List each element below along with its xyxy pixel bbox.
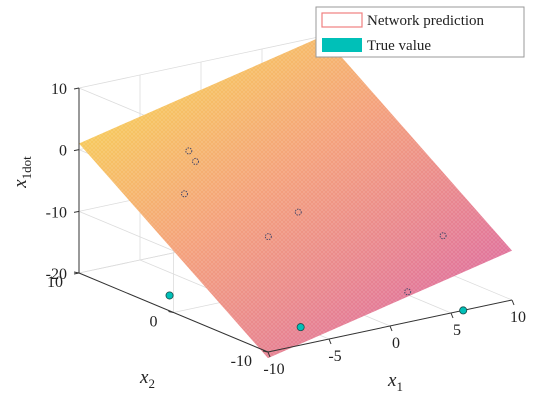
y-tick-mark	[262, 350, 269, 353]
legend-swatch-true-value	[322, 38, 362, 52]
legend-label-true-value: True value	[367, 38, 431, 54]
z-tick-label: 0	[59, 143, 67, 160]
point-layer	[165, 147, 468, 332]
surface-marker	[181, 190, 188, 198]
x-tick-mark	[450, 312, 454, 319]
y-axis-label: x2	[139, 367, 155, 391]
surface-marker	[264, 233, 272, 241]
y-tick-mark	[168, 311, 174, 313]
y-tick-label: -10	[231, 353, 252, 370]
x-tick-label: -10	[263, 361, 284, 378]
surface-marker	[294, 208, 302, 216]
true-value-point	[296, 323, 305, 332]
z-tick-label: -20	[46, 266, 67, 283]
prediction-surface-mesh	[79, 36, 512, 359]
y-tick-label: 10	[47, 274, 63, 291]
x-tick-mark	[328, 338, 332, 345]
z-axis-label: x1dot	[10, 156, 34, 189]
y-tick-label: 0	[150, 314, 158, 331]
x-tick-label: 0	[392, 335, 400, 352]
true-value-point	[165, 291, 174, 300]
surface-marker	[439, 232, 447, 240]
x-tick-label: -5	[328, 348, 341, 365]
surface-marker	[192, 157, 199, 165]
legend-label-network-prediction: Network prediction	[367, 13, 485, 29]
x-tick-label: 10	[510, 309, 526, 326]
x-tick-mark	[267, 351, 271, 358]
surface-marker	[185, 147, 193, 155]
z-tick-mark	[73, 210, 80, 213]
z-tick-label: 10	[51, 81, 67, 98]
x-axis-label: x1	[387, 370, 403, 394]
legend: Network prediction True value	[315, 6, 525, 58]
x-tick-label: 5	[453, 322, 461, 339]
z-tick-mark	[73, 87, 80, 90]
surface-layer	[79, 36, 512, 359]
legend-swatch-network-prediction	[321, 12, 363, 28]
x-tick-mark	[389, 325, 393, 332]
z-tick-mark	[73, 272, 80, 275]
true-value-point	[459, 306, 468, 315]
x-tick-mark	[511, 299, 515, 306]
z-tick-label: -10	[46, 204, 67, 221]
z-tick-mark	[73, 149, 80, 152]
surface-marker	[404, 288, 412, 296]
